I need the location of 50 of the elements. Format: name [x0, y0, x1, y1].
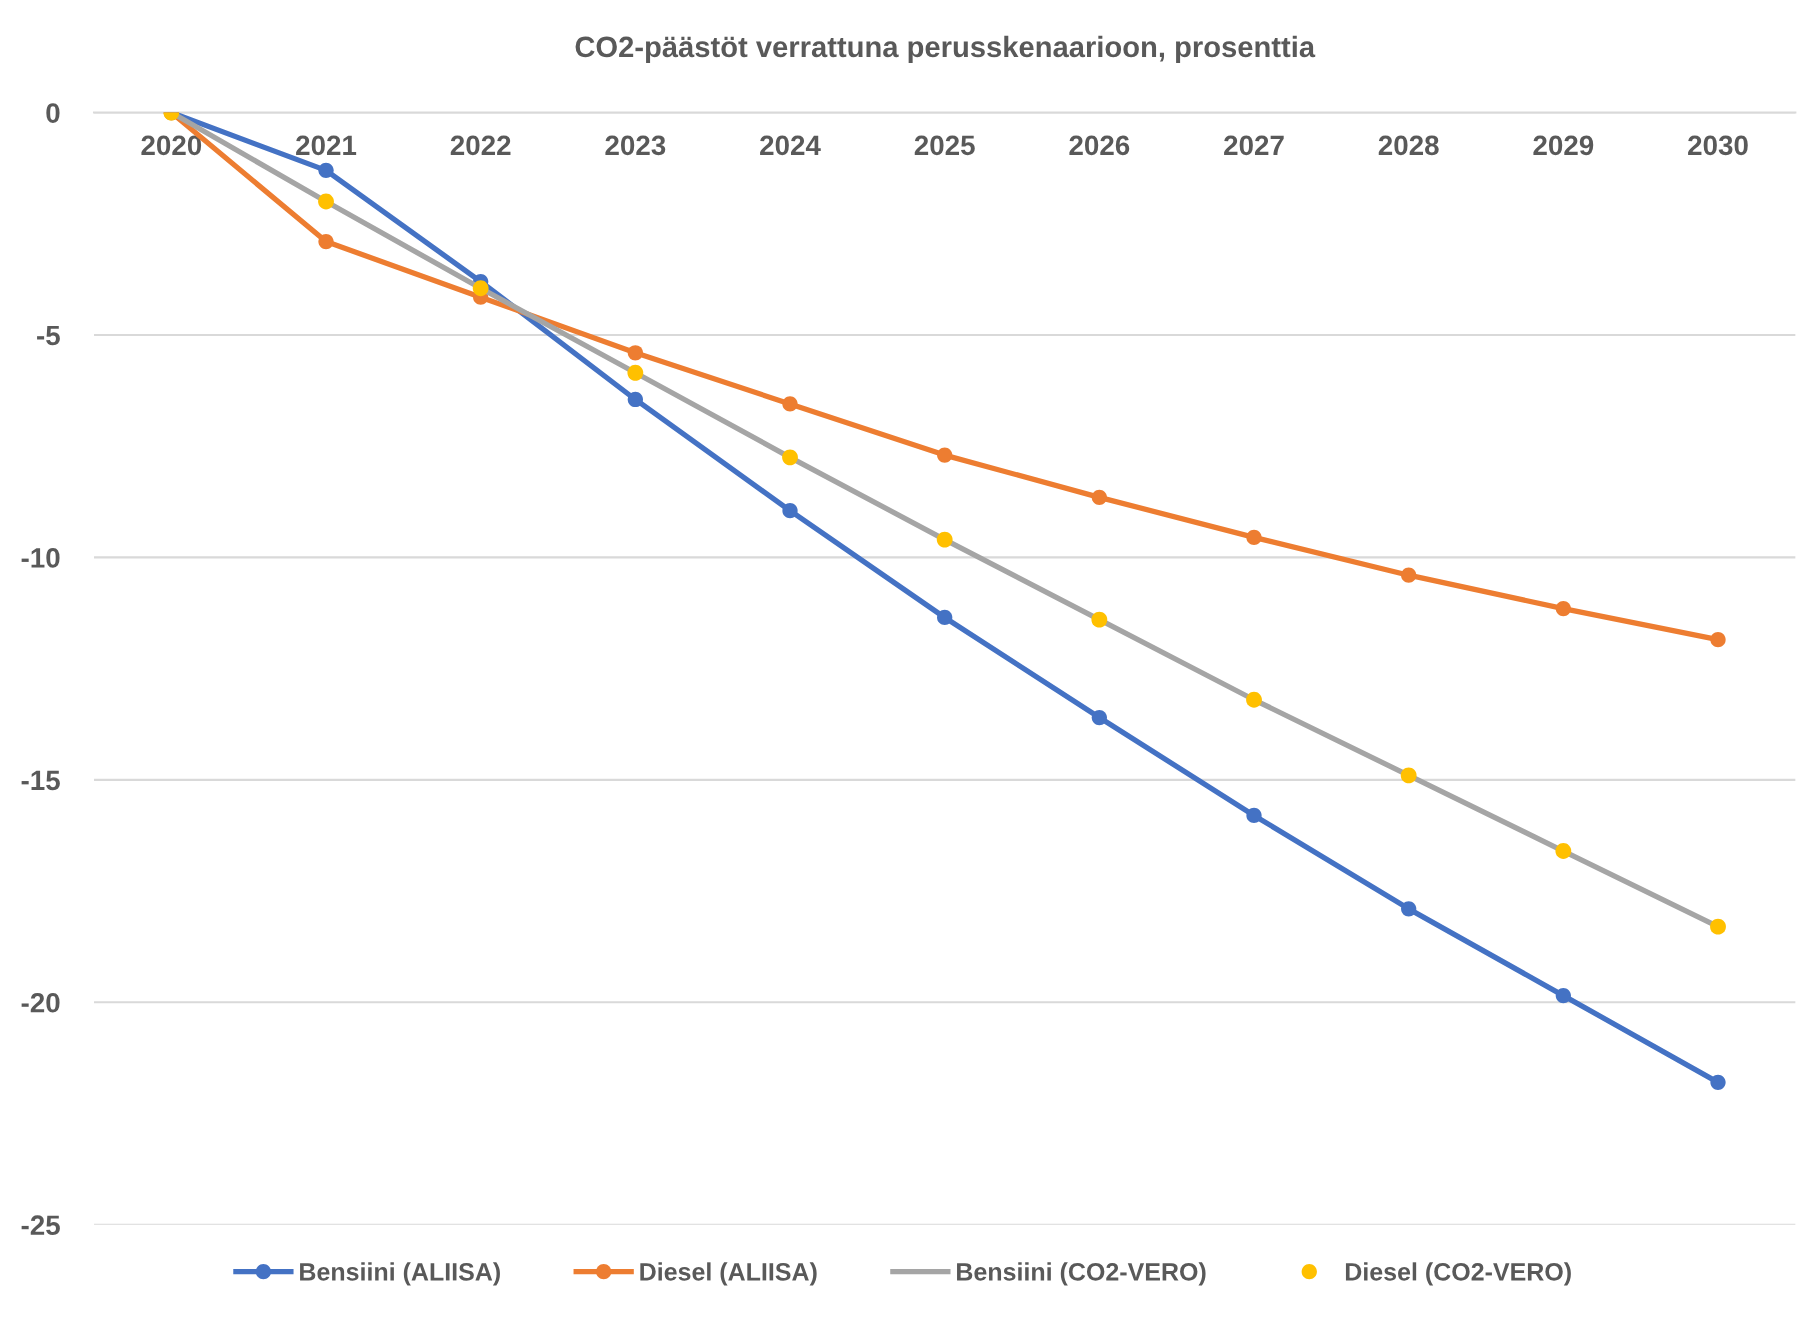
point: [937, 609, 953, 626]
point: [1246, 807, 1262, 824]
point: [1246, 529, 1262, 546]
point: [472, 280, 489, 297]
point: [936, 531, 953, 548]
point: [1246, 691, 1262, 708]
point: [1555, 987, 1571, 1004]
x-tick-label: 2027: [1224, 135, 1284, 156]
y-tick-label: -15: [21, 770, 60, 791]
point: [627, 391, 643, 408]
legend-label: Bensiini (ALIISA): [300, 1262, 500, 1286]
point: [318, 162, 334, 179]
x-tick-label: 2020: [141, 135, 202, 156]
legend-label: Diesel (CO2-VERO): [1345, 1262, 1571, 1286]
y-tick-label: -25: [21, 1215, 60, 1236]
point: [1710, 918, 1726, 935]
point: [782, 503, 798, 519]
x-tick-label: 2024: [760, 135, 821, 156]
point: [1401, 567, 1417, 583]
x-tick-label: 2029: [1533, 135, 1594, 156]
x-tick-label: 2023: [605, 135, 666, 156]
point: [782, 449, 798, 466]
point: [1400, 767, 1417, 784]
point: [1555, 600, 1571, 617]
x-tick-label: 2030: [1688, 135, 1748, 156]
point: [782, 396, 798, 412]
x-tick-label: 2026: [1069, 135, 1130, 156]
legend-label: Diesel (ALIISA): [640, 1262, 817, 1286]
y-tick-label: -5: [37, 325, 60, 346]
x-tick-label: 2025: [914, 135, 975, 156]
point: [1401, 901, 1417, 917]
legend-label: Bensiini (CO2-VERO): [957, 1262, 1206, 1286]
point: [627, 345, 643, 361]
y-tick-label: -20: [21, 992, 60, 1013]
point: [1710, 1074, 1726, 1090]
point: [627, 364, 644, 381]
point: [1555, 843, 1572, 859]
point: [1091, 709, 1107, 726]
point: [1091, 611, 1108, 628]
x-tick-label: 2022: [450, 135, 511, 156]
point: [318, 193, 334, 210]
chart-title: CO2-päästöt verrattuna perusskenaarioon, prosenttia: [575, 35, 1316, 64]
y-tick-label: 0: [46, 103, 60, 123]
point: [1710, 632, 1726, 648]
point: [1091, 489, 1107, 505]
x-tick-label: 2028: [1378, 135, 1439, 156]
y-tick-label: -10: [21, 548, 60, 568]
point: [937, 447, 953, 463]
x-tick-label: 2021: [296, 135, 357, 156]
point: [318, 233, 334, 250]
